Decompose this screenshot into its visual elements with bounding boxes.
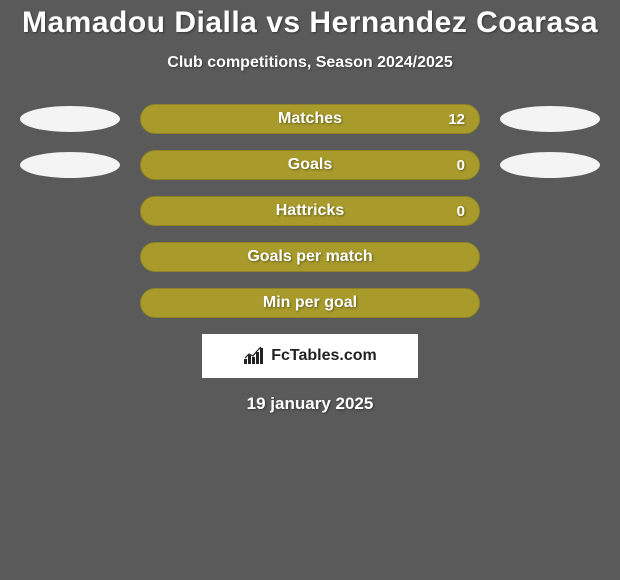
bar-chart-icon <box>243 347 265 365</box>
stat-label: Matches <box>278 110 342 128</box>
page-subtitle: Club competitions, Season 2024/2025 <box>0 54 620 72</box>
stat-value: 12 <box>448 111 465 128</box>
stat-row-hattricks: Hattricks 0 <box>0 196 620 226</box>
stat-label: Goals <box>288 156 332 174</box>
stat-bar: Matches 12 <box>140 104 480 134</box>
right-oval-placeholder <box>500 198 600 224</box>
stat-row-goals: Goals 0 <box>0 150 620 180</box>
stat-row-gpm: Goals per match <box>0 242 620 272</box>
footer-date: 19 january 2025 <box>0 394 620 414</box>
left-oval <box>20 152 120 178</box>
stat-row-mpg: Min per goal <box>0 288 620 318</box>
stat-label: Min per goal <box>263 294 357 312</box>
page-title: Mamadou Dialla vs Hernandez Coarasa <box>0 6 620 40</box>
left-oval-placeholder <box>20 290 120 316</box>
right-oval-placeholder <box>500 290 600 316</box>
stat-bar: Hattricks 0 <box>140 196 480 226</box>
stat-label: Goals per match <box>247 248 372 266</box>
stat-bar: Goals 0 <box>140 150 480 180</box>
stat-row-matches: Matches 12 <box>0 104 620 134</box>
stat-label: Hattricks <box>276 202 344 220</box>
page-container: Mamadou Dialla vs Hernandez Coarasa Club… <box>0 0 620 580</box>
right-oval <box>500 152 600 178</box>
stat-value: 0 <box>457 157 465 174</box>
right-oval-placeholder <box>500 244 600 270</box>
left-oval <box>20 106 120 132</box>
left-oval-placeholder <box>20 198 120 224</box>
right-oval <box>500 106 600 132</box>
logo-box: FcTables.com <box>202 334 418 378</box>
stat-bar: Min per goal <box>140 288 480 318</box>
logo-text: FcTables.com <box>271 347 377 365</box>
stat-rows: Matches 12 Goals 0 Hattricks 0 Goal <box>0 104 620 318</box>
left-oval-placeholder <box>20 244 120 270</box>
stat-value: 0 <box>457 203 465 220</box>
stat-bar: Goals per match <box>140 242 480 272</box>
